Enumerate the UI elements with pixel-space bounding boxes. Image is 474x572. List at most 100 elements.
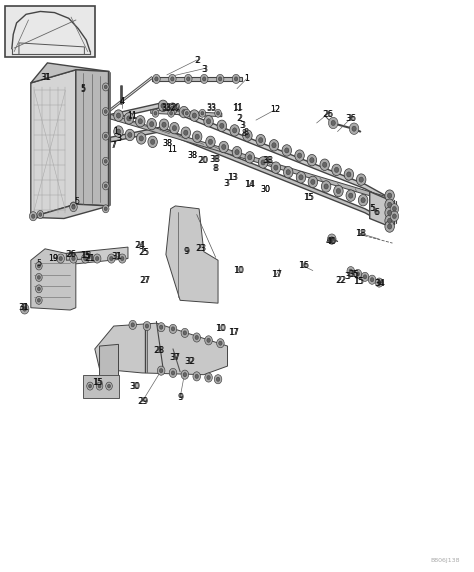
Circle shape: [221, 145, 226, 150]
Text: 8: 8: [213, 164, 218, 173]
Text: 11: 11: [167, 145, 177, 154]
Circle shape: [31, 214, 35, 219]
Circle shape: [157, 323, 165, 332]
Circle shape: [363, 275, 367, 279]
Text: 31: 31: [18, 303, 29, 312]
Circle shape: [219, 141, 228, 153]
Circle shape: [114, 110, 123, 121]
Circle shape: [352, 126, 356, 132]
Text: 33: 33: [162, 103, 172, 112]
Circle shape: [131, 323, 135, 327]
Circle shape: [179, 106, 189, 118]
Circle shape: [259, 137, 263, 142]
Circle shape: [311, 179, 315, 184]
Text: 27: 27: [139, 276, 150, 285]
Text: 29: 29: [137, 397, 147, 406]
Circle shape: [120, 256, 124, 261]
Circle shape: [201, 112, 204, 115]
Text: 11: 11: [167, 145, 178, 154]
Text: 8: 8: [243, 128, 248, 137]
Circle shape: [136, 116, 145, 127]
Text: 20: 20: [170, 103, 181, 112]
Text: 21: 21: [85, 254, 95, 263]
Polygon shape: [110, 127, 389, 226]
Text: 18: 18: [355, 229, 365, 238]
Text: 23: 23: [195, 244, 205, 253]
Circle shape: [155, 77, 158, 81]
Text: 3: 3: [223, 178, 228, 188]
Text: 31: 31: [111, 252, 122, 261]
Text: 4: 4: [119, 97, 124, 106]
Text: 26: 26: [66, 250, 76, 259]
Circle shape: [190, 110, 199, 121]
Circle shape: [183, 109, 190, 117]
Circle shape: [206, 136, 215, 148]
Text: 32: 32: [185, 357, 196, 366]
Text: 15: 15: [81, 251, 91, 260]
Text: 24: 24: [135, 241, 145, 251]
Text: 12: 12: [270, 105, 281, 114]
Circle shape: [232, 146, 242, 158]
Circle shape: [125, 129, 135, 141]
Text: 16: 16: [298, 261, 309, 271]
Text: B806J138: B806J138: [430, 558, 460, 563]
Text: 28: 28: [154, 345, 164, 355]
Circle shape: [145, 324, 149, 328]
Circle shape: [310, 158, 314, 163]
Circle shape: [214, 375, 222, 384]
Text: 35: 35: [348, 270, 358, 279]
Circle shape: [387, 193, 392, 198]
Circle shape: [108, 384, 110, 388]
Circle shape: [37, 264, 40, 268]
Circle shape: [181, 127, 191, 138]
Circle shape: [37, 287, 40, 291]
Circle shape: [72, 205, 75, 209]
Text: 10: 10: [233, 266, 244, 275]
Text: 31: 31: [19, 303, 29, 312]
Polygon shape: [31, 70, 76, 217]
Circle shape: [205, 373, 212, 382]
Text: 3: 3: [224, 178, 229, 188]
Circle shape: [387, 202, 392, 208]
Text: 40: 40: [327, 237, 337, 246]
Circle shape: [70, 202, 77, 212]
Text: 40: 40: [326, 237, 336, 246]
Text: 30: 30: [261, 185, 271, 194]
Circle shape: [247, 154, 252, 160]
Text: 3: 3: [345, 272, 349, 281]
Circle shape: [172, 125, 176, 131]
Text: 30: 30: [129, 382, 140, 391]
Circle shape: [124, 113, 134, 124]
Text: 36: 36: [346, 114, 357, 123]
Text: 33: 33: [162, 104, 172, 113]
Circle shape: [219, 341, 222, 345]
Circle shape: [57, 254, 64, 263]
Text: 38: 38: [263, 156, 273, 165]
Circle shape: [138, 118, 142, 124]
Circle shape: [170, 106, 174, 111]
Circle shape: [102, 182, 109, 190]
Circle shape: [72, 204, 75, 208]
Text: 38: 38: [163, 138, 173, 148]
Circle shape: [202, 77, 206, 81]
Circle shape: [230, 125, 239, 136]
Circle shape: [344, 169, 354, 180]
Text: 34: 34: [374, 279, 384, 288]
Circle shape: [37, 276, 40, 279]
Circle shape: [187, 77, 190, 81]
Text: 8: 8: [212, 164, 217, 173]
Circle shape: [385, 221, 394, 232]
Polygon shape: [31, 204, 109, 219]
Circle shape: [331, 120, 335, 125]
Polygon shape: [95, 323, 228, 375]
Circle shape: [216, 74, 224, 84]
Circle shape: [102, 205, 109, 213]
Circle shape: [390, 211, 399, 221]
Text: 11: 11: [127, 112, 137, 121]
Text: 9: 9: [185, 247, 190, 256]
Circle shape: [36, 296, 42, 304]
Circle shape: [322, 162, 327, 168]
Circle shape: [204, 116, 213, 127]
Circle shape: [208, 139, 212, 145]
Circle shape: [215, 109, 221, 117]
